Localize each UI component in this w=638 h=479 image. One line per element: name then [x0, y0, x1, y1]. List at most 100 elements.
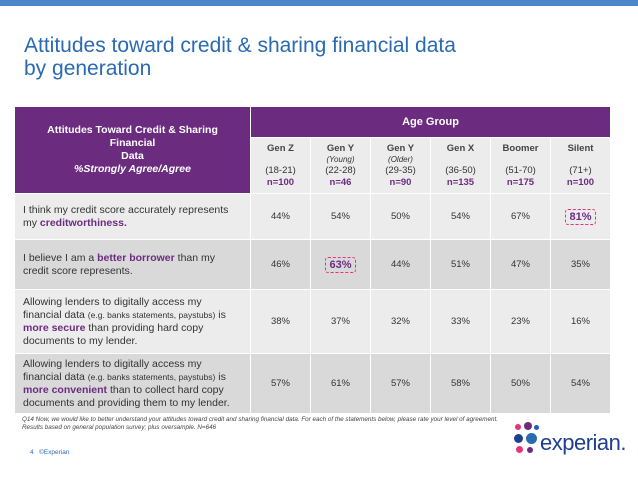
experian-logo: experian.	[510, 422, 627, 462]
footnote-question: Q14 Now, we would like to better underst…	[22, 416, 499, 423]
generation-note	[253, 155, 308, 165]
generation-age-range: (22-28)	[325, 164, 356, 176]
statement-text: I think my credit score accurately repre…	[23, 203, 229, 229]
percent-value: 54%	[330, 211, 350, 222]
statement-cell: Allowing lenders to digitally access my …	[14, 353, 251, 414]
generation-name: Gen Y	[326, 142, 355, 154]
percent-value: 58%	[450, 378, 470, 389]
value-cell: 81%	[550, 193, 611, 240]
generation-note	[493, 155, 548, 165]
statement-text: than my credit score represents.	[23, 251, 216, 277]
highlighted-value: 63%	[325, 256, 356, 273]
value-cell: 47%	[490, 239, 551, 290]
logo-wordmark: experian.	[540, 430, 627, 455]
generation-sample-size: n=100	[566, 176, 595, 188]
value-cell: 54%	[550, 353, 611, 414]
generation-name: Silent	[567, 142, 594, 154]
logo-dot	[516, 446, 523, 453]
value-cell: 57%	[370, 353, 431, 414]
page-title: Attitudes toward credit & sharing financ…	[24, 34, 604, 80]
value-cell: 35%	[550, 239, 611, 290]
highlighted-value: 81%	[565, 208, 596, 225]
value-cell: 54%	[310, 193, 371, 240]
statement-text: is	[215, 308, 226, 321]
statement-text: (e.g. banks statements, paystubs)	[87, 309, 216, 320]
table-row: Allowing lenders to digitally access my …	[14, 289, 611, 354]
statement-text: is	[215, 370, 226, 383]
generation-sample-size: n=46	[329, 176, 352, 188]
generation-sample-size: n=90	[389, 176, 412, 188]
value-cell: 63%	[310, 239, 371, 290]
percent-value: 33%	[450, 316, 470, 327]
generation-name: Gen Y	[386, 142, 415, 154]
value-cell: 38%	[250, 289, 311, 354]
percent-value: 46%	[270, 259, 290, 270]
percent-value: 37%	[330, 316, 350, 327]
statement-cell: I believe I am a better borrower than my…	[14, 239, 251, 290]
percent-value: 32%	[390, 316, 410, 327]
percent-value: 50%	[510, 378, 530, 389]
generation-age-range: (51-70)	[505, 164, 536, 176]
generation-name: Gen Z	[267, 142, 294, 154]
generation-age-range: (71+)	[569, 164, 592, 176]
value-cell: 33%	[430, 289, 491, 354]
generation-header-cell: Gen Y (Young) (22-28) n=46	[310, 137, 371, 194]
value-cell: 54%	[430, 193, 491, 240]
table-header-left: Attitudes Toward Credit & Sharing Financ…	[14, 106, 251, 194]
statement-text: Allowing lenders to digitally access my …	[23, 357, 202, 383]
generation-header-cell: Silent (71+) n=100	[550, 137, 611, 194]
statement-text: I believe I am a	[23, 251, 98, 264]
generation-header-cell: Gen Z (18-21) n=100	[250, 137, 311, 194]
percent-value: 23%	[510, 316, 530, 327]
logo-dot	[514, 434, 523, 443]
page-footer: 4 ©Experian	[30, 449, 70, 456]
logo-dot	[515, 424, 521, 430]
logo-dot	[526, 433, 537, 444]
percent-value: 44%	[390, 259, 410, 270]
generation-age-range: (36-50)	[445, 164, 476, 176]
percent-value: 38%	[270, 316, 290, 327]
generation-name: Gen X	[446, 142, 475, 154]
generation-age-range: (29-35)	[385, 164, 416, 176]
generation-header-cell: Gen Y (Older) (29-35) n=90	[370, 137, 431, 194]
percent-value: 54%	[450, 211, 470, 222]
footnote: Q14 Now, we would like to better underst…	[22, 416, 527, 431]
value-cell: 32%	[370, 289, 431, 354]
age-group-header: Age Group	[250, 106, 611, 138]
percent-value: 35%	[570, 259, 590, 270]
logo-dot	[534, 425, 539, 430]
value-cell: 57%	[250, 353, 311, 414]
value-cell: 58%	[430, 353, 491, 414]
generation-note: (Young)	[326, 154, 355, 164]
generation-header-cell: Boomer (51-70) n=175	[490, 137, 551, 194]
statement-emphasis: more convenient	[23, 383, 108, 396]
value-cell: 44%	[250, 193, 311, 240]
header-title: Attitudes Toward Credit & Sharing Financ…	[47, 124, 218, 162]
percent-value: 16%	[570, 316, 590, 327]
statement-text: than providing hard copy documents to my…	[23, 321, 204, 347]
value-cell: 37%	[310, 289, 371, 354]
value-cell: 50%	[370, 193, 431, 240]
generation-sample-size: n=175	[506, 176, 535, 188]
statement-emphasis: creditworthiness.	[39, 216, 127, 229]
generation-sample-size: n=100	[266, 176, 295, 188]
generation-sample-size: n=135	[446, 176, 475, 188]
header-subtitle: %Strongly Agree/Agree	[74, 163, 191, 175]
statement-text: Allowing lenders to digitally access my …	[23, 295, 202, 321]
footnote-note: Results based on general population surv…	[22, 423, 217, 431]
logo-dot	[527, 447, 533, 453]
generation-header-row: Gen Z (18-21) n=100 Gen Y (Young) (22-28) n=46…	[15, 137, 611, 194]
value-cell: 16%	[550, 289, 611, 354]
value-cell: 51%	[430, 239, 491, 290]
generation-name: Boomer	[502, 142, 539, 154]
generation-note: (Older)	[388, 154, 413, 164]
table-row: I think my credit score accurately repre…	[14, 193, 611, 240]
generation-note	[553, 155, 608, 165]
percent-value: 54%	[570, 378, 590, 389]
generation-age-range: (18-21)	[265, 164, 296, 176]
generation-header-cell: Gen X (36-50) n=135	[430, 137, 491, 194]
percent-value: 67%	[510, 211, 530, 222]
title-line-1: Attitudes toward credit & sharing financ…	[24, 34, 456, 57]
statement-text: than to collect hard copy documents and …	[23, 383, 230, 409]
value-cell: 44%	[370, 239, 431, 290]
